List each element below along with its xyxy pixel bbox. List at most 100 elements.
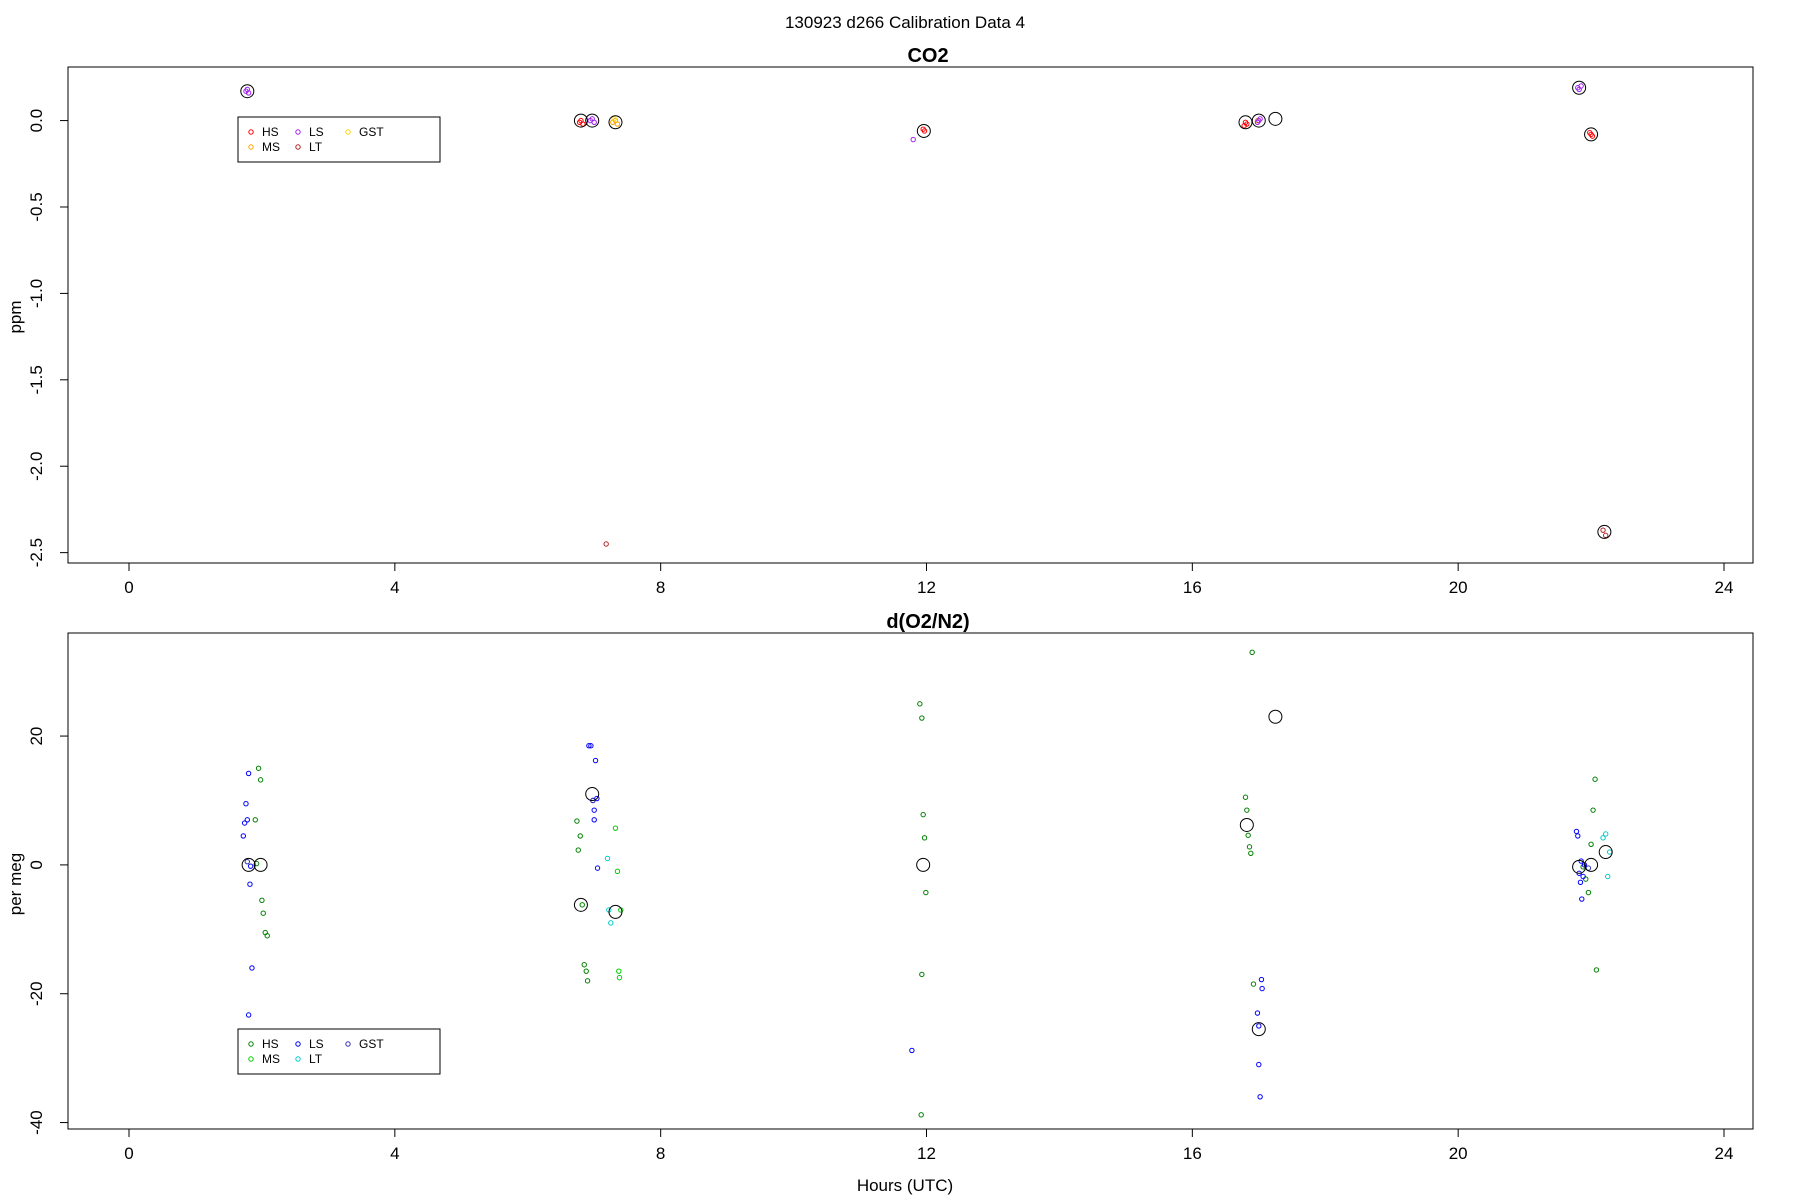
legend-label-gst: GST [359,1037,384,1051]
data-point-hs [1244,121,1250,127]
x-tick-label: 8 [656,1144,665,1163]
data-point-hs [574,818,580,824]
mean-marker [1597,524,1612,539]
data-point-hs [921,835,928,841]
data-point-hs [579,902,585,908]
mean-marker [573,897,588,912]
data-point-hs [1590,807,1596,813]
data-point-lt [1600,835,1606,841]
data-point-ls [243,801,249,807]
data-point-ms [616,974,623,981]
legend-box [237,116,441,163]
mean-marker [1238,115,1253,130]
data-point-hs [580,121,586,127]
x-tick-label: 20 [1449,578,1468,597]
mean-marker [1584,127,1599,142]
mean-marker [585,113,600,128]
legend-label-ms: MS [262,1052,280,1066]
co2-panel: CO2 ppm 0 4 8 12 16 20 24 0.0 -0.5 -1.0 -1.5 -2.0 -2… [6,45,1754,597]
data-point-ls [247,881,253,887]
mean-marker [1251,113,1266,128]
legend-marker-lt [295,1056,301,1062]
mean-marker [1572,859,1587,874]
data-point-lt [604,855,611,862]
mean-marker [585,787,600,802]
data-point-hs [1588,841,1594,847]
data-point-ms [612,825,619,831]
data-point-ls [1580,873,1586,880]
legend-label-lt: LT [309,1052,323,1066]
data-point-ms [616,968,622,974]
chart-main-title: 130923 d266 Calibration Data 4 [785,13,1025,32]
o2n2-panel: d(O2/N2) per meg 0 4 8 12 16 20 24 20 0 -20 -40 HS… [6,611,1754,1195]
x-tick-label: 24 [1715,1144,1734,1163]
data-point-lt [1606,849,1613,855]
data-point-lt [1603,532,1609,539]
data-point-ls [1573,828,1580,835]
data-point-hs [1249,649,1255,656]
data-point-hs [1592,776,1598,782]
data-point-ls [592,757,599,764]
x-tick-label: 4 [390,1144,399,1163]
data-point-hs [1585,889,1592,896]
x-tick-label: 16 [1183,1144,1202,1163]
data-point-ls [1577,879,1584,885]
legend-label-gst: GST [359,125,384,139]
legend-marker-ms [248,1056,254,1062]
x-tick-label: 0 [124,1144,133,1163]
legend-label-ls: LS [309,1037,324,1051]
data-point-hs [920,811,926,818]
data-point-ls [241,820,248,826]
data-point-ls [1257,1094,1263,1100]
data-point-ls [1578,858,1584,864]
data-point-hs [259,897,265,904]
data-point-hs [921,128,928,134]
co2-panel-title: CO2 [907,45,948,67]
data-point-hs [257,777,264,783]
data-point-hs [1242,794,1249,800]
data-point-lt [1600,527,1606,533]
data-point-ls [245,770,252,777]
mean-marker [608,115,623,130]
legend-label-ms: MS [262,140,280,154]
data-point-ls [1254,1010,1261,1016]
data-point-gst [244,858,250,865]
legend-marker-gst [345,1041,351,1047]
x-tick-label: 12 [917,578,936,597]
data-point-ls [245,90,252,96]
data-point-ls [247,863,254,869]
data-point-hs [252,817,258,823]
data-point-hs [918,1112,924,1118]
data-point-ls [586,743,592,749]
legend-marker-gst [345,129,351,135]
o2n2-panel-title: d(O2/N2) [886,611,969,633]
y-tick-label: -2.5 [27,538,46,567]
legend-marker-hs [248,1041,254,1047]
y-tick-label: -20 [27,981,46,1006]
data-point-ls [1575,833,1581,839]
data-point-ms [614,868,621,875]
data-point-hs [1250,981,1257,987]
data-point-ls [1579,896,1585,902]
x-tick-label: 20 [1449,1144,1468,1163]
data-point-ls [1259,985,1265,992]
data-point-hs [1244,807,1250,813]
data-point-ls [909,1047,915,1054]
legend-marker-hs [248,129,254,135]
data-point-ls [591,807,597,813]
data-point-hs [577,833,583,839]
data-point-lt [1603,831,1609,837]
data-point-hs [581,962,587,968]
mean-marker [253,857,268,872]
mean-marker [240,84,255,99]
mean-marker [1584,857,1599,872]
data-point-ls [588,743,594,749]
mean-marker [1598,845,1613,860]
legend-marker-ls [295,1041,301,1047]
mean-marker [916,123,931,138]
data-point-hs [1246,844,1253,850]
data-point-ls [249,965,255,971]
data-point-ls [1258,976,1265,983]
legend-box [237,1028,441,1075]
